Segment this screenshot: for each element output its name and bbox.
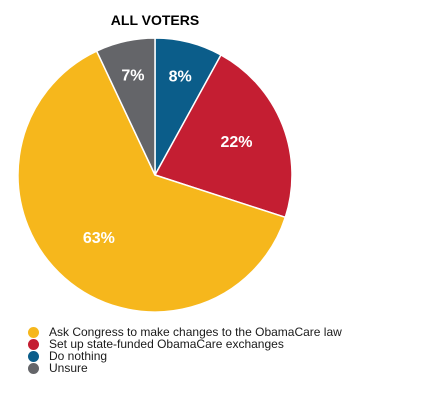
slice-value-label-unsure: 7% <box>121 68 144 85</box>
slice-value-label-do-nothing: 8% <box>169 68 192 85</box>
legend-label: Unsure <box>49 361 88 375</box>
legend-label: Set up state-funded ObamaCare exchanges <box>49 337 284 351</box>
pie-slices <box>17 37 293 313</box>
legend-label: Ask Congress to make changes to the Obam… <box>49 325 342 339</box>
chart-title: ALL VOTERS <box>111 12 199 28</box>
legend-swatch <box>28 326 39 338</box>
pie-slice-unsure <box>95 37 156 176</box>
legend-item-set-up-state-funded-obamacare-exchanges: Set up state-funded ObamaCare exchanges <box>28 338 342 350</box>
legend-item-unsure: Unsure <box>28 362 342 374</box>
legend-swatch <box>28 338 39 350</box>
legend-swatch <box>28 350 39 362</box>
legend-item-ask-congress-to-make-changes-to-the-obamacare-law: Ask Congress to make changes to the Obam… <box>28 326 342 338</box>
legend-item-do-nothing: Do nothing <box>28 350 342 362</box>
pie-slice-ask-congress-to-make-changes-to-the-obamacare-law <box>17 50 287 313</box>
chart-legend: Ask Congress to make changes to the Obam… <box>28 326 342 374</box>
pie-slice-set-up-state-funded-obamacare-exchanges <box>153 53 293 219</box>
slice-value-label-set-up-state-funded-obamacare-exchanges: 22% <box>221 134 253 151</box>
legend-swatch <box>28 362 39 374</box>
pie-slice-labels: 8% 22% 63% 7% <box>83 68 253 248</box>
slice-value-label-ask-congress-to-make-changes-to-the-obamacare-law: 63% <box>83 230 115 247</box>
legend-label: Do nothing <box>49 349 108 363</box>
